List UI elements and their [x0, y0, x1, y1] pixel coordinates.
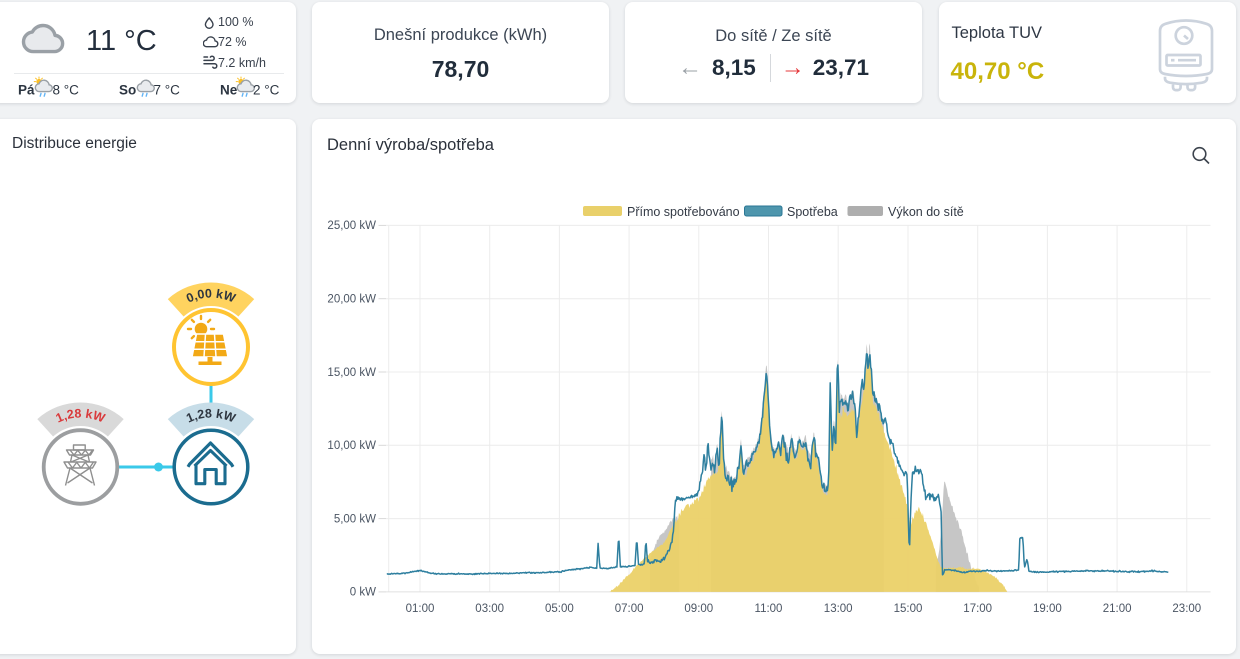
svg-text:15:00: 15:00	[894, 603, 923, 615]
svg-text:05:00: 05:00	[545, 603, 574, 615]
svg-text:11:00: 11:00	[755, 603, 783, 615]
svg-text:07:00: 07:00	[615, 603, 644, 615]
svg-text:7 °C: 7 °C	[154, 83, 181, 98]
svg-text:15,00 kW: 15,00 kW	[327, 367, 376, 379]
svg-text:So: So	[119, 83, 136, 98]
svg-text:03:00: 03:00	[475, 603, 504, 615]
svg-text:20,00 kW: 20,00 kW	[327, 294, 376, 306]
svg-text:25,00 kW: 25,00 kW	[327, 220, 376, 232]
svg-text:19:00: 19:00	[1033, 603, 1062, 615]
svg-text:01:00: 01:00	[406, 603, 435, 615]
svg-text:Pá: Pá	[18, 83, 35, 98]
svg-text:Ne: Ne	[220, 83, 238, 98]
svg-text:13:00: 13:00	[824, 603, 853, 615]
svg-text:8 °C: 8 °C	[53, 83, 80, 98]
svg-text:0 kW: 0 kW	[350, 587, 376, 599]
svg-text:21:00: 21:00	[1103, 603, 1132, 615]
svg-text:Spotřeba: Spotřeba	[787, 205, 838, 219]
svg-text:5,00 kW: 5,00 kW	[334, 513, 376, 525]
svg-text:10,00 kW: 10,00 kW	[327, 440, 376, 452]
svg-text:23:00: 23:00	[1172, 603, 1201, 615]
svg-text:Přímo spotřebováno: Přímo spotřebováno	[627, 205, 740, 219]
svg-text:2 °C: 2 °C	[253, 83, 280, 98]
svg-text:17:00: 17:00	[963, 603, 992, 615]
svg-text:Výkon do sítě: Výkon do sítě	[888, 205, 964, 219]
svg-text:09:00: 09:00	[684, 603, 713, 615]
